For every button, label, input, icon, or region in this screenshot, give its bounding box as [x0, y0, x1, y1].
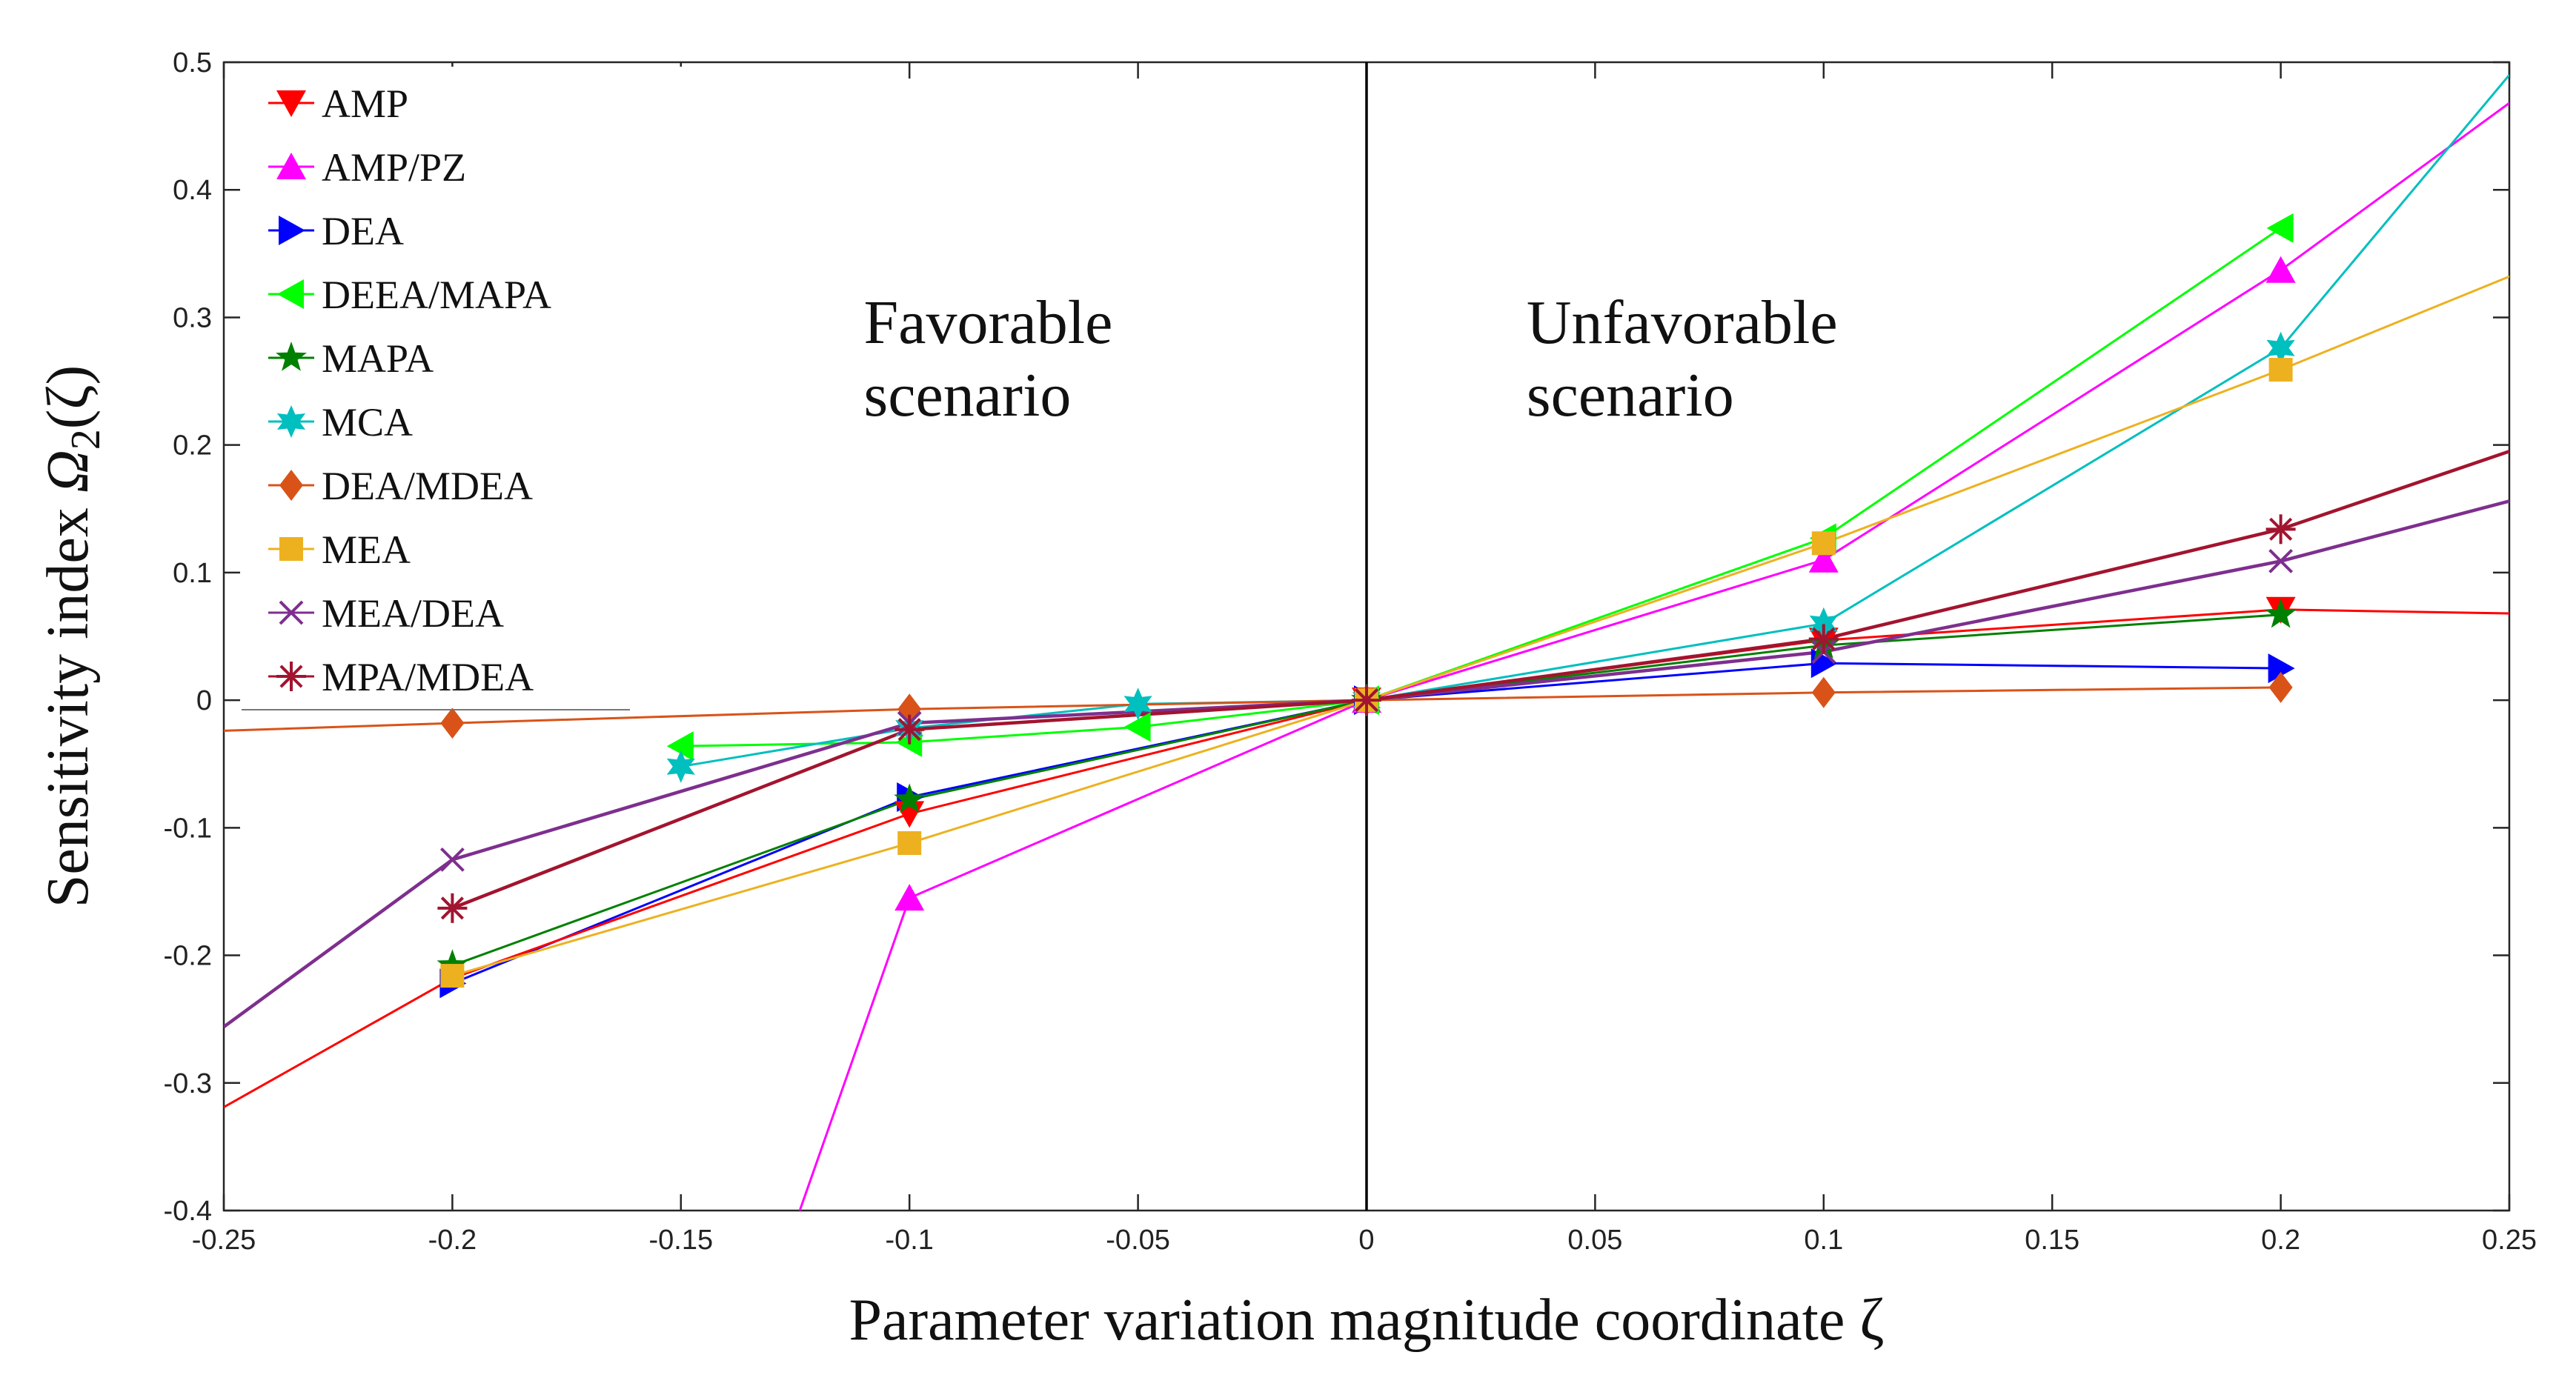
x-tick-label: 0.1: [1804, 1225, 1843, 1256]
scenario-annotation: Favorable scenario: [864, 288, 1113, 430]
axes: -0.25 -0.2 -0.15 -0.1 -0.05 0 0.05 0.1 0.15 0.2 0.…: [164, 47, 2537, 1256]
y-tick-label: 0: [196, 685, 212, 716]
y-tick-label: 0.3: [173, 302, 212, 333]
y-tick-label: -0.1: [164, 813, 212, 844]
legend-item: DEA: [268, 209, 404, 253]
legend-label: DEA/MDEA: [322, 464, 533, 508]
legend-marker: [277, 279, 304, 309]
data-point: [2268, 653, 2295, 684]
data-point: [2268, 358, 2293, 382]
series-markers: [436, 213, 2297, 999]
series-line: [798, 101, 2509, 1211]
data-point: [440, 964, 465, 988]
data-point: [2266, 331, 2295, 364]
plot-series: [224, 74, 2509, 1211]
data-point: [666, 750, 695, 783]
data-point: [1123, 688, 1152, 721]
legend-item: DEEA/MAPA: [268, 273, 551, 317]
data-point: [2265, 598, 2297, 628]
data-point: [1808, 624, 1839, 654]
y-tick-label: -0.3: [164, 1068, 212, 1099]
x-tick-label: 0: [1358, 1225, 1374, 1256]
data-point: [1808, 545, 1839, 573]
legend-item: AMP: [268, 81, 408, 126]
legend-label: MAPA: [322, 336, 434, 381]
y-tick-label: 0.5: [173, 47, 212, 79]
legend-label: AMP/PZ: [322, 145, 466, 190]
legend-marker: [276, 342, 307, 371]
y-axis-label-omega: Ω: [36, 450, 101, 493]
x-tick-label: -0.2: [428, 1225, 477, 1256]
data-point: [440, 708, 465, 739]
legend-marker: [279, 537, 303, 561]
y-axis-label-argument: (ζ): [36, 365, 101, 429]
x-tick-label: -0.25: [192, 1225, 256, 1256]
legend-marker: [279, 216, 305, 245]
data-point: [894, 783, 926, 813]
legend-label: MEA: [322, 527, 411, 572]
scenario-annotation: Unfavorable scenario: [1527, 288, 1838, 430]
legend-item: MCA: [268, 400, 413, 445]
legend-item: MEA/DEA: [268, 591, 504, 636]
data-point: [2265, 256, 2296, 283]
x-tick-label: 0.15: [2025, 1225, 2079, 1256]
legend-label: AMP: [322, 81, 408, 126]
data-point: [2268, 671, 2293, 703]
x-tick-label: -0.15: [648, 1225, 713, 1256]
y-axis-label-subscript: 2: [63, 429, 109, 450]
data-point: [894, 714, 925, 745]
annotations: Favorable scenario Unfavorable scenario: [864, 288, 1838, 430]
x-tick-label: 0.25: [2482, 1225, 2537, 1256]
data-point: [1811, 531, 1836, 556]
legend-label: DEEA/MAPA: [322, 273, 551, 317]
x-axis-label: Parameter variation magnitude coordinate…: [849, 1288, 1884, 1353]
x-tick-label: 0.2: [2261, 1225, 2300, 1256]
x-tick-label: -0.05: [1106, 1225, 1170, 1256]
data-point: [2266, 213, 2294, 243]
legend-marker: [276, 90, 306, 117]
data-point: [1352, 685, 1381, 716]
legend-item: MPA/MDEA: [268, 655, 534, 699]
data-point: [1123, 712, 1151, 742]
legend-label: MEA/DEA: [322, 591, 504, 636]
data-point: [2265, 514, 2296, 545]
legend-box: [242, 67, 695, 708]
data-point: [1811, 676, 1836, 708]
legend-item: DEA/MDEA: [268, 464, 533, 508]
legend-marker: [276, 405, 306, 438]
series-line: [451, 450, 2509, 910]
legend-marker: [276, 153, 306, 179]
data-point: [897, 831, 922, 855]
y-axis-label: Sensitivity index Ω2(ζ): [36, 365, 109, 908]
legend-marker: [276, 662, 306, 691]
data-point: [894, 884, 925, 911]
legend-marker: [279, 600, 304, 625]
legend-label: DEA: [322, 209, 404, 253]
y-tick-label: 0.4: [173, 175, 212, 206]
legend-marker: [279, 470, 303, 501]
legend-label: MPA/MDEA: [322, 655, 534, 699]
y-tick-label: -0.2: [164, 941, 212, 972]
y-tick-label: 0.1: [173, 558, 212, 589]
y-tick-label: -0.4: [164, 1196, 212, 1227]
y-tick-label: 0.2: [173, 430, 212, 462]
data-point: [437, 893, 468, 923]
x-tick-label: 0.05: [1567, 1225, 1622, 1256]
data-point: [666, 731, 694, 762]
y-axis-label-text: Sensitivity index: [36, 493, 101, 908]
legend-item: MEA: [268, 527, 411, 572]
legend: AMP AMP/PZ DEA DEEA/MAPA MAPA MCA DEA/MDEA MEA M…: [242, 67, 695, 710]
data-point: [2268, 548, 2294, 573]
series-line: [451, 275, 2509, 977]
legend-label: MCA: [322, 400, 413, 445]
x-tick-label: -0.1: [885, 1225, 933, 1256]
legend-item: MAPA: [268, 336, 434, 381]
legend-item: AMP/PZ: [268, 145, 466, 190]
data-point: [1809, 607, 1838, 640]
data-point: [439, 847, 465, 872]
